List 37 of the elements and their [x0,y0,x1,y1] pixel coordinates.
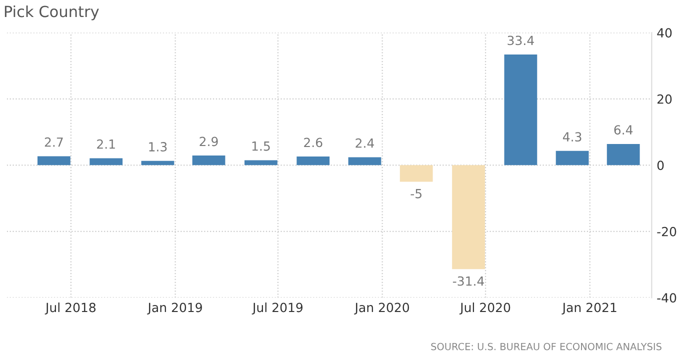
bar [452,165,485,270]
data-label: -5 [410,189,422,198]
bar [90,158,123,166]
source-note: SOURCE: U.S. BUREAU OF ECONOMIC ANALYSIS [431,342,662,350]
data-label: 2.6 [304,138,322,148]
data-label: 6.4 [614,125,633,135]
bar [400,165,433,182]
data-label: 2.9 [200,136,218,146]
bar [606,144,640,166]
data-label: 2.4 [356,138,374,148]
bar [348,157,382,166]
x-tick-label: Jul 2019 [252,302,303,315]
y-tick-label: -20 [657,226,676,236]
data-label: 1.3 [149,142,167,152]
data-label: 1.5 [252,142,270,151]
y-tick-label: 20 [657,94,672,104]
x-tick-label: Jul 2018 [44,302,96,315]
x-tick-label: Jan 2021 [562,302,616,315]
data-label: 2.7 [44,137,63,147]
bar [37,156,70,166]
bar [141,160,174,166]
bar [556,150,589,166]
chart-title: Pick Country [4,5,99,20]
data-label: -31.4 [452,276,484,286]
y-tick-label: -40 [657,293,676,303]
bar [244,160,278,166]
bar [296,156,330,166]
bar [192,156,226,166]
y-tick-label: 40 [657,28,672,38]
x-tick-label: Jan 2020 [354,302,410,315]
data-label: 4.3 [562,132,582,142]
x-tick-label: Jan 2019 [147,302,202,315]
x-tick-label: Jul 2020 [459,302,510,315]
data-label: 33.4 [508,36,534,46]
data-label: 2.1 [97,139,115,149]
y-tick-label: 0 [657,160,664,170]
bar [504,54,538,166]
